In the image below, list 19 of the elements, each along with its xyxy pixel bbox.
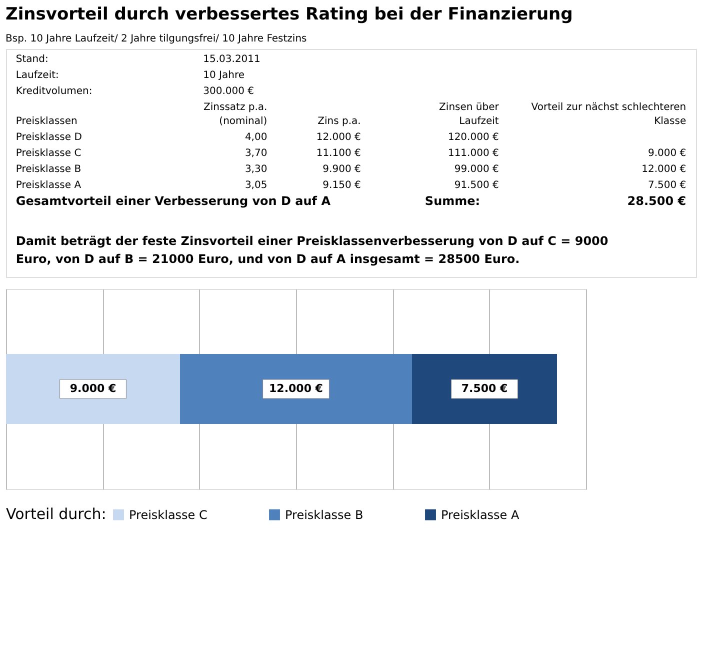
text: Gesamtvorteil einer Verbesserung von D auf A Summe: 28.500 € — [16, 194, 686, 208]
chart-subtitle: Bsp. 10 Jahre Laufzeit/ 2 Jahre tilgungsfrei/ 10 Jahre Festzins — [6, 34, 307, 44]
data-label: 12.000 € — [269, 382, 323, 395]
legend-label: Preisklasse C — [129, 508, 208, 522]
chart-title: Zinsvorteil durch verbessertes Rating bei der Finanzierung — [6, 4, 573, 24]
text: Preisklassen Zinssatz p.a. (nominal) Zins p.a. Zinsen über Laufzeit Vorteil zur nächst schlechteren Klasse — [16, 102, 686, 127]
text: Preisklasse B 3,30 9.900 € 99.000 € 12.000 € — [16, 164, 686, 175]
legend-title: Vorteil durch: — [6, 505, 106, 523]
text: Laufzeit: 10 Jahre — [16, 70, 245, 81]
text: Damit beträgt der feste Zinsvorteil einer Preisklassenverbesserung von D auf C = 9000 Euro, von D auf B = 21000 Euro, und von D auf A insgesamt = 28500 Euro. — [16, 234, 608, 266]
data-label: 7.500 € — [461, 382, 508, 395]
data-label: 9.000 € — [70, 382, 116, 395]
text: Kreditvolumen: 300.000 € — [16, 86, 254, 97]
legend-label: Preisklasse B — [285, 508, 364, 522]
text: Stand: 15.03.2011 — [16, 54, 260, 65]
text: Preisklasse C 3,70 11.100 € 111.000 € 9.000 € — [16, 148, 686, 159]
text: Preisklasse A 3,05 9.150 € 91.500 € 7.500 € — [16, 180, 686, 191]
legend-label: Preisklasse A — [441, 508, 520, 522]
text: Preisklasse D 4,00 12.000 € 120.000 € — [16, 132, 499, 143]
